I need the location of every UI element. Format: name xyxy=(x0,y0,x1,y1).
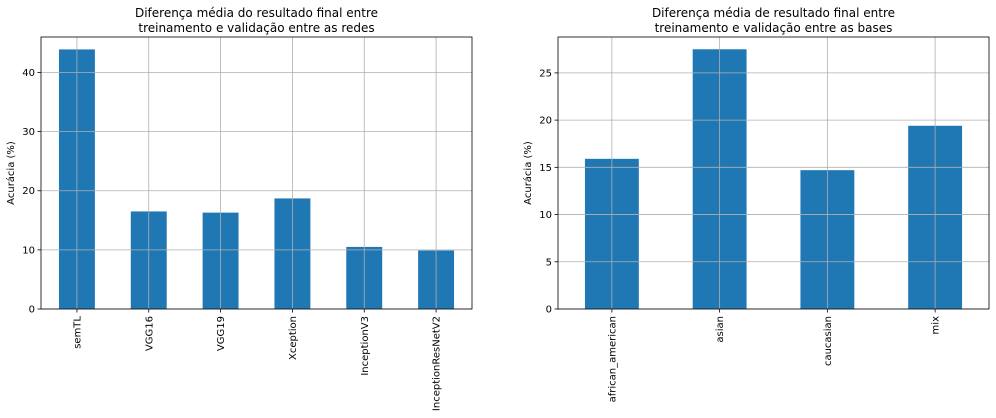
chart-title-line1: Diferença média do resultado final entre xyxy=(135,6,378,20)
plot-frame xyxy=(557,36,990,310)
plot-frame xyxy=(40,36,473,310)
x-tick-label: mix xyxy=(931,316,942,335)
y-tick-label: 10 xyxy=(539,210,552,221)
y-tick-label: 20 xyxy=(539,116,552,127)
x-tick-label: VGG16 xyxy=(144,316,155,351)
x-tick-label: VGG19 xyxy=(216,316,227,351)
x-tick-label: caucasian xyxy=(823,316,834,366)
y-tick-label: 5 xyxy=(546,257,552,268)
x-tick-label: InceptionV3 xyxy=(360,316,371,376)
chart-title-line1: Diferença média de resultado final entre xyxy=(652,6,895,20)
x-tick-label: semTL xyxy=(72,316,83,349)
y-tick-label: 0 xyxy=(29,305,35,316)
y-tick-label: 20 xyxy=(22,186,35,197)
y-axis-label: Acurácia (%) xyxy=(5,141,17,205)
y-tick-label: 30 xyxy=(22,127,35,138)
y-tick-label: 0 xyxy=(546,305,552,316)
x-tick-label: african_american xyxy=(607,316,618,402)
x-tick-label: InceptionResNetV2 xyxy=(432,316,443,411)
chart-bases: Diferença média de resultado final entre… xyxy=(522,6,990,402)
y-tick-label: 25 xyxy=(539,68,552,79)
chart-title-line2: treinamento e validação entre as bases xyxy=(655,21,893,35)
chart-redes: Diferença média do resultado final entre… xyxy=(5,6,473,411)
y-tick-label: 10 xyxy=(22,245,35,256)
chart-title-line2: treinamento e validação entre as redes xyxy=(138,21,374,35)
y-tick-label: 40 xyxy=(22,68,35,79)
y-tick-label: 15 xyxy=(539,163,552,174)
x-tick-label: asian xyxy=(715,316,726,343)
y-axis-label: Acurácia (%) xyxy=(522,141,534,205)
x-tick-label: Xception xyxy=(288,316,299,360)
